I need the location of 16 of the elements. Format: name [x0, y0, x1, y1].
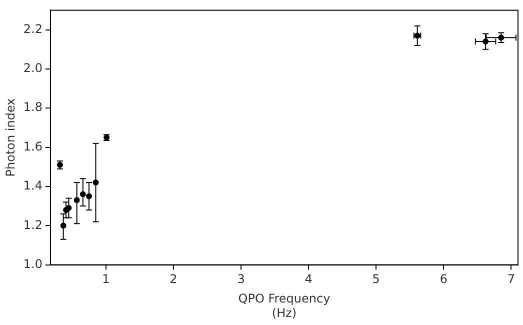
x-tick-label: 2	[170, 272, 178, 286]
y-tick-label: 1.0	[23, 256, 42, 271]
y-tick-label: 2.0	[23, 61, 42, 76]
y-tick-label: 1.6	[23, 139, 42, 154]
y-tick-label: 2.2	[23, 22, 42, 36]
x-tick-label: 3	[237, 272, 245, 286]
x-tick-label: 6	[440, 272, 448, 286]
y-tick-label: 1.4	[23, 178, 42, 193]
x-axis-title: QPO Frequency (Hz)	[238, 292, 330, 320]
x-tick-label: 5	[372, 272, 380, 286]
y-axis-title: Photon index	[3, 98, 18, 177]
y-tick-label: 1.8	[23, 100, 42, 114]
x-tick-label: 7	[507, 272, 516, 286]
y-tick-label: 1.2	[23, 218, 42, 232]
x-tick-label: 1	[102, 272, 110, 286]
x-tick-label: 4	[304, 272, 312, 286]
